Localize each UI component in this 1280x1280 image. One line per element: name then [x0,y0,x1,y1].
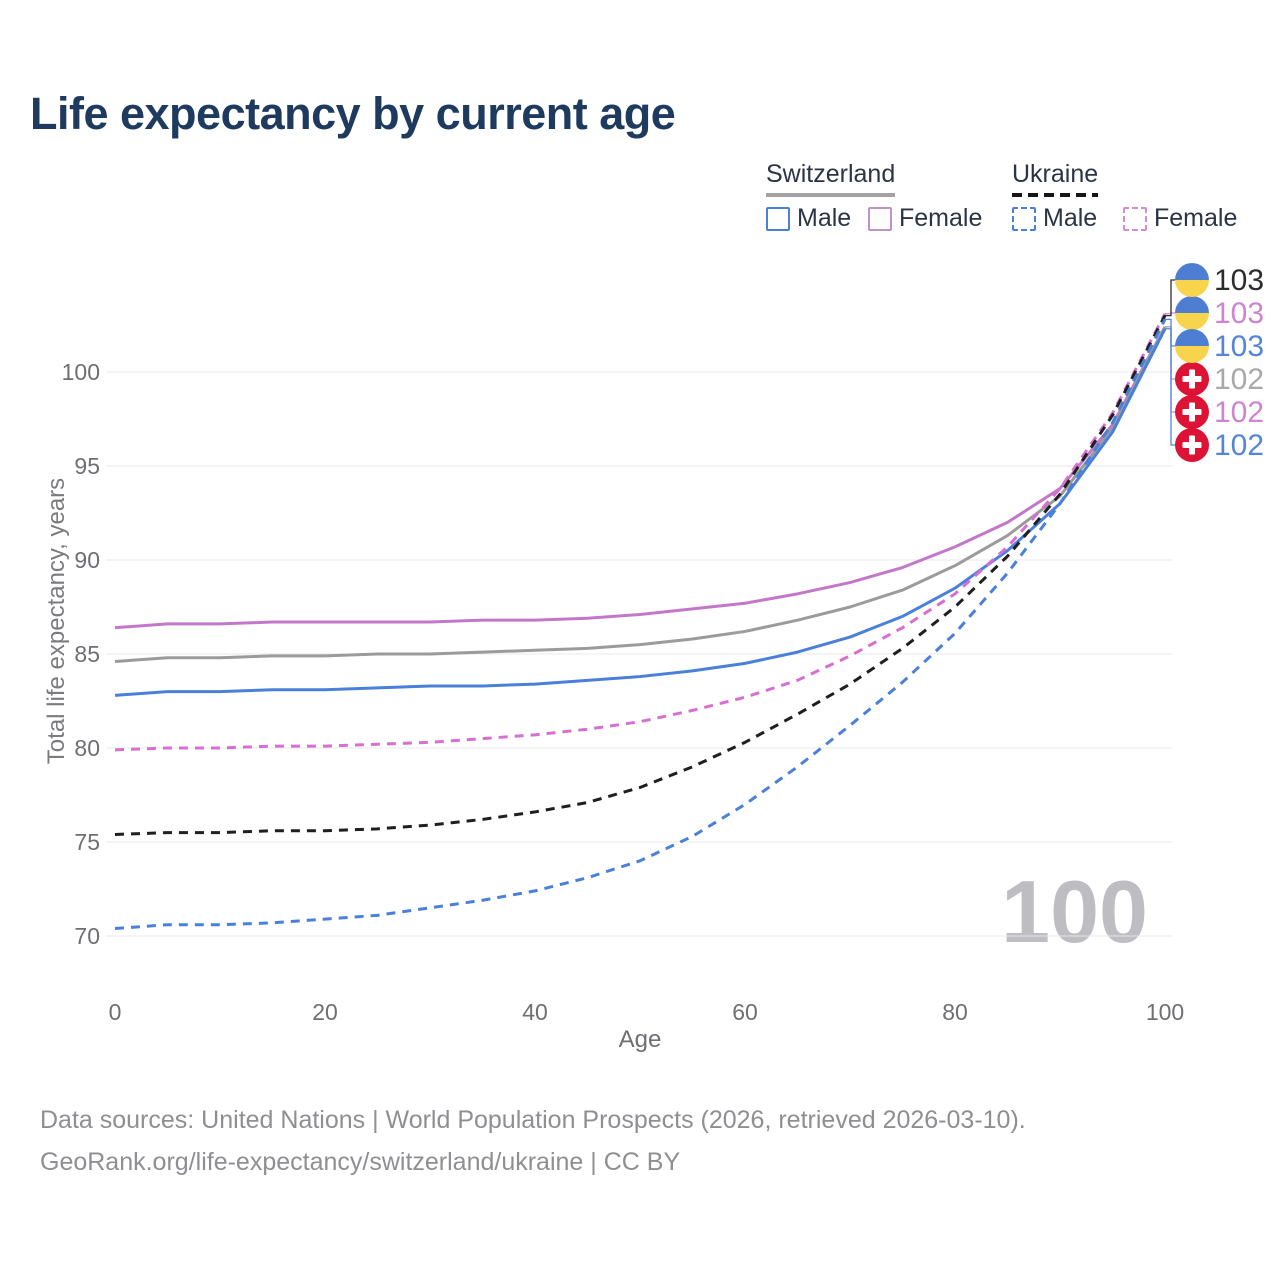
end-value-label-switzerland-female: 102 [1214,396,1264,429]
legend-item-ukraine-female[interactable]: Female [1123,204,1237,233]
ukraine-flag-icon [1175,329,1209,346]
legend-item-ukraine-male[interactable]: Male [1012,204,1097,233]
switzerland-flag-icon [1175,395,1209,429]
ukraine-male-key-icon [1012,206,1036,231]
y-tick-label: 95 [74,453,100,479]
ukraine-flag-icon [1175,280,1209,297]
x-tick-label: 60 [732,999,758,1025]
x-tick-label: 100 [1146,999,1184,1025]
legend-item-label: Male [1043,204,1098,232]
label-connector [1165,326,1177,413]
label-connector [1165,318,1177,347]
switzerland-flag-icon [1175,428,1209,462]
x-tick-label: 80 [942,999,968,1025]
switzerland-flag-icon [1189,435,1195,455]
ukraine-dashed-line-swatch [1012,193,1099,197]
switzerland-solid-line-swatch [766,193,896,197]
x-tick-label: 20 [312,999,338,1025]
ukraine-flag-icon [1175,296,1209,313]
page-title: Life expectancy by current age [30,88,676,139]
x-tick-label: 40 [522,999,548,1025]
legend-item-label: Female [899,204,983,232]
legend-group-switzerland: Switzerland [766,160,896,197]
label-connector [1165,328,1177,446]
x-axis-title: Age [618,1026,662,1053]
switzerland-male-key-icon [766,206,790,231]
footer-source-line: Data sources: United Nations | World Pop… [40,1106,1026,1134]
switzerland-flag-icon [1175,362,1209,396]
switzerland-flag-icon [1182,409,1202,415]
switzerland-flag-icon [1189,369,1195,389]
ukraine-flag-icon [1175,313,1209,330]
end-value-label-ukraine-both: 103 [1214,264,1264,297]
footer-url-line: GeoRank.org/life-expectancy/switzerland/… [40,1148,681,1176]
series-line-ukraine-both [114,314,1167,836]
legend-item-switzerland-male[interactable]: Male [766,204,851,233]
ukraine-flag-icon [1175,346,1209,363]
series-line-switzerland-both [114,326,1167,664]
legend-item-label: Female [1154,204,1238,232]
end-value-label-ukraine-male: 103 [1214,330,1264,363]
y-tick-label: 100 [62,359,100,385]
y-tick-label: 70 [74,923,100,949]
label-connector [1165,279,1177,317]
legend-group-ukraine: Ukraine [1012,160,1099,197]
series-line-ukraine-female [114,313,1167,752]
switzerland-flag-icon [1182,376,1202,382]
series-line-switzerland-male [114,328,1167,697]
end-value-label-switzerland-male: 102 [1214,429,1264,462]
ukraine-flag-icon [1175,263,1209,280]
y-axis-title: Total life expectancy, years [43,477,70,765]
y-tick-label: 90 [74,547,100,573]
legend-group-title-ukraine: Ukraine [1012,160,1099,188]
age-indicator-watermark: 100 [1001,862,1148,961]
ukraine-female-key-icon [1123,206,1147,231]
series-line-ukraine-male [114,318,1167,930]
label-connector [1165,326,1177,380]
label-connector [1165,312,1177,315]
series-line-switzerland-female [114,326,1167,630]
y-tick-label: 85 [74,641,100,667]
legend-group-title-switzerland: Switzerland [766,160,896,188]
end-value-label-ukraine-female: 103 [1214,297,1264,330]
y-tick-label: 80 [74,735,100,761]
legend-item-label: Male [797,204,852,232]
switzerland-female-key-icon [868,206,892,231]
switzerland-flag-icon [1189,402,1195,422]
x-tick-label: 0 [109,999,122,1025]
y-tick-label: 75 [74,829,100,855]
switzerland-flag-icon [1182,442,1202,448]
legend-item-switzerland-female[interactable]: Female [868,204,982,233]
end-value-label-switzerland-both: 102 [1214,363,1264,396]
